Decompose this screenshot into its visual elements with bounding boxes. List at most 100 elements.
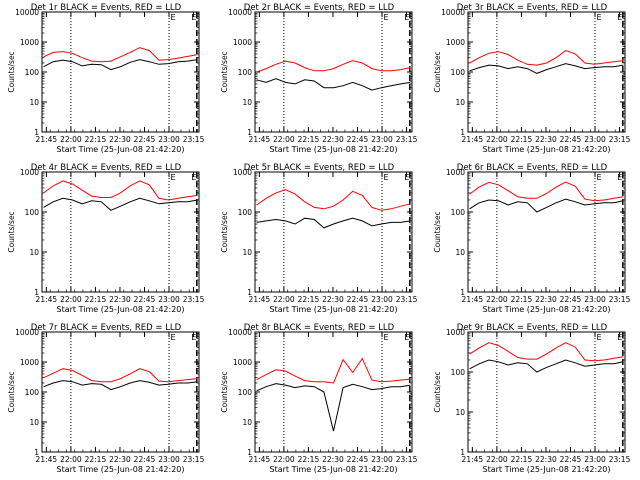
- x-tick-label: 22:15: [511, 455, 533, 464]
- y-tick-label: 10: [29, 418, 39, 427]
- x-tick-label: 22:00: [486, 455, 508, 464]
- y-tick-label: 1: [34, 128, 39, 137]
- event-marker-label: E: [170, 173, 175, 182]
- y-axis-label: Counts/sec: [433, 51, 442, 92]
- x-tick-label: 22:45: [134, 455, 156, 464]
- lld-series-line: [43, 180, 198, 201]
- y-tick-label: 1: [34, 288, 39, 297]
- chart-panel-9: Det 9r BLACK = Events, RED = LLD 1 10 100 10…: [433, 323, 631, 474]
- x-tick-label: 22:15: [511, 135, 533, 144]
- x-tick-label: 22:45: [134, 135, 156, 144]
- y-tick-label: 10000: [228, 8, 252, 17]
- y-tick-label: 10000: [228, 328, 252, 337]
- y-tick-label: 100: [238, 68, 253, 77]
- x-tick-label: 22:15: [85, 295, 107, 304]
- lld-series-line: [469, 342, 624, 362]
- y-tick-label: 10: [242, 98, 252, 107]
- y-tick-label: 100: [25, 388, 40, 397]
- plot-frame: [41, 171, 200, 293]
- y-tick-label: 10: [455, 98, 465, 107]
- y-axis-label: Counts/sec: [433, 371, 442, 412]
- events-series-line: [256, 217, 411, 229]
- x-tick-label: 21:45: [462, 135, 484, 144]
- event-marker-label: E: [170, 333, 175, 342]
- x-tick-label: 21:45: [249, 135, 271, 144]
- y-tick-label: 10: [29, 98, 39, 107]
- event-marker-label: E: [596, 333, 601, 342]
- y-tick-label: 10: [455, 408, 465, 417]
- events-series-line: [469, 359, 624, 373]
- x-tick-label: 22:00: [60, 455, 82, 464]
- x-tick-label: 22:15: [85, 135, 107, 144]
- chart-title: Det 2r BLACK = Events, RED = LLD: [244, 3, 395, 13]
- plot-frame: [41, 11, 200, 133]
- x-tick-label: 22:00: [60, 135, 82, 144]
- plot-frame: [254, 171, 413, 293]
- chart-title: Det 5r BLACK = Events, RED = LLD: [244, 163, 395, 173]
- y-axis-label: Counts/sec: [220, 211, 229, 252]
- x-axis-label: Start Time (25-Jun-08 21:42:20): [57, 305, 185, 314]
- x-axis-label: Start Time (25-Jun-08 21:42:20): [57, 145, 185, 154]
- y-tick-label: 1000: [446, 328, 465, 337]
- y-tick-label: 100: [451, 68, 466, 77]
- y-tick-label: 100: [451, 208, 466, 217]
- event-marker-label: E: [191, 13, 196, 22]
- y-tick-label: 100: [451, 368, 466, 377]
- x-tick-label: 22:15: [298, 295, 320, 304]
- plot-frame: [467, 171, 626, 293]
- chart-title: Det 3r BLACK = Events, RED = LLD: [457, 3, 608, 13]
- x-axis-label: Start Time (25-Jun-08 21:42:20): [270, 465, 398, 474]
- y-tick-label: 1: [460, 128, 465, 137]
- y-tick-label: 1: [247, 128, 252, 137]
- chart-panel-7: Det 7r BLACK = Events, RED = LLD 1 10 100 10…: [7, 323, 205, 474]
- x-tick-label: 23:00: [158, 455, 180, 464]
- events-series-line: [256, 78, 411, 91]
- event-marker-label: E: [191, 333, 196, 342]
- chart-title: Det 4r BLACK = Events, RED = LLD: [31, 163, 182, 173]
- x-tick-label: 23:00: [371, 135, 393, 144]
- event-marker-label: E: [383, 173, 388, 182]
- event-marker-label: E: [404, 13, 409, 22]
- x-tick-label: 23:00: [371, 455, 393, 464]
- x-tick-label: 23:15: [396, 135, 418, 144]
- lld-series-line: [43, 47, 198, 63]
- event-marker-label: E: [617, 333, 622, 342]
- events-series-line: [43, 380, 198, 391]
- x-tick-label: 22:45: [347, 135, 369, 144]
- y-tick-label: 100: [25, 208, 40, 217]
- event-marker-label: E: [383, 13, 388, 22]
- x-tick-label: 22:30: [109, 455, 131, 464]
- x-tick-label: 23:00: [584, 295, 606, 304]
- x-tick-label: 23:00: [584, 135, 606, 144]
- events-series-line: [43, 59, 198, 71]
- x-tick-label: 22:00: [273, 455, 295, 464]
- y-tick-label: 1000: [20, 358, 39, 367]
- events-series-line: [469, 198, 624, 213]
- chart-panel-2: Det 2r BLACK = Events, RED = LLD 1 10 100 10…: [220, 3, 418, 154]
- y-tick-label: 10000: [441, 8, 465, 17]
- lld-series-line: [256, 357, 411, 384]
- chart-panel-5: Det 5r BLACK = Events, RED = LLD 1 10 100 10…: [220, 163, 418, 314]
- y-tick-label: 1: [460, 288, 465, 297]
- event-marker-label: E: [617, 173, 622, 182]
- x-tick-label: 23:00: [158, 295, 180, 304]
- x-tick-label: 22:30: [535, 455, 557, 464]
- x-tick-label: 22:45: [560, 455, 582, 464]
- y-tick-label: 1000: [20, 168, 39, 177]
- x-tick-label: 22:30: [109, 135, 131, 144]
- x-tick-label: 23:15: [183, 295, 205, 304]
- plot-frame: [467, 331, 626, 453]
- event-marker-label: E: [404, 173, 409, 182]
- x-tick-label: 21:45: [36, 135, 58, 144]
- event-marker-label: E: [617, 13, 622, 22]
- lld-series-line: [256, 60, 411, 73]
- chart-title: Det 9r BLACK = Events, RED = LLD: [457, 323, 608, 333]
- events-series-line: [43, 197, 198, 211]
- x-tick-label: 22:30: [109, 295, 131, 304]
- y-tick-label: 1: [460, 448, 465, 457]
- plot-frame: [254, 331, 413, 453]
- chart-panel-1: Det 1r BLACK = Events, RED = LLD 1 10 100 10…: [7, 3, 205, 154]
- y-tick-label: 1: [247, 448, 252, 457]
- y-axis-label: Counts/sec: [7, 371, 16, 412]
